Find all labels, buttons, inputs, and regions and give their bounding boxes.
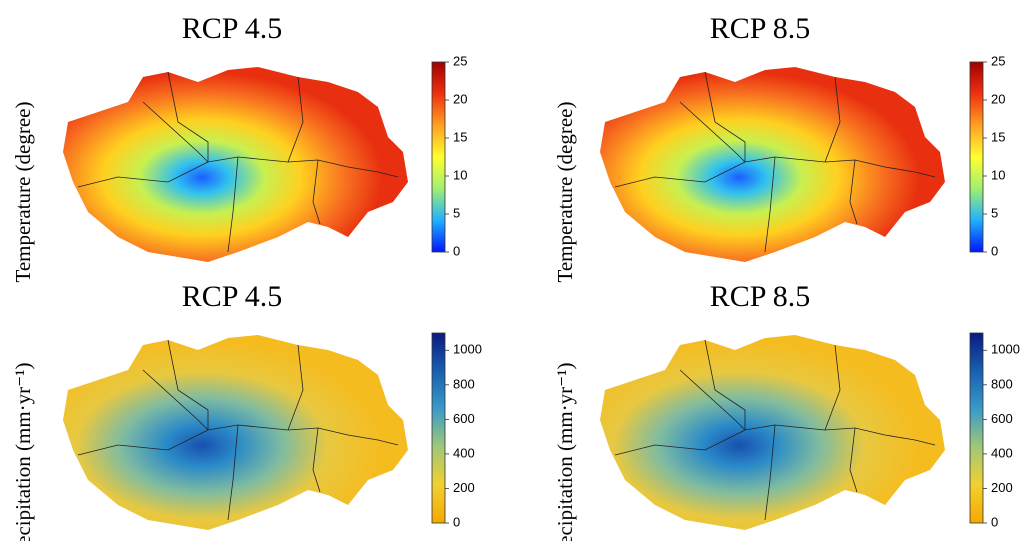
colorbar — [431, 61, 446, 253]
colorbar-tick-label: 0 — [991, 243, 998, 258]
colorbar-tick-label: 15 — [453, 129, 467, 144]
colorbar-tick-label: 800 — [453, 376, 475, 391]
y-axis-label: Precipitation (mm·yr⁻¹) — [11, 362, 35, 541]
colorbar-tick-label: 20 — [991, 91, 1005, 106]
colorbar-tick-label: 10 — [453, 167, 467, 182]
y-axis-label: Precipitation (mm·yr⁻¹) — [553, 362, 577, 541]
colorbar-tick-label: 25 — [991, 53, 1005, 68]
colorbar-tick-label: 200 — [991, 480, 1013, 495]
colorbar-tick-label: 400 — [453, 445, 475, 460]
colorbar-tick-label: 0 — [453, 243, 460, 258]
map — [600, 335, 945, 530]
colorbar-tick-label: 5 — [453, 205, 460, 220]
colorbar-tick-label: 20 — [453, 91, 467, 106]
maps — [63, 67, 945, 530]
panel-title: RCP 8.5 — [710, 280, 811, 313]
colorbar-tick-label: 0 — [453, 514, 460, 529]
panel-title: RCP 8.5 — [710, 12, 811, 45]
colorbar-tick-label: 1000 — [453, 342, 482, 357]
colorbar-tick-label: 10 — [991, 167, 1005, 182]
colorbar-tick-label: 1000 — [991, 342, 1020, 357]
colorbar-tick-label: 800 — [991, 376, 1013, 391]
y-axis-label: Temperature (degree) — [11, 102, 35, 283]
colorbar-tick-label: 200 — [453, 480, 475, 495]
y-axis-label: Temperature (degree) — [553, 102, 577, 283]
map — [600, 67, 945, 262]
map — [63, 335, 408, 530]
colorbar — [969, 332, 984, 524]
colorbar-tick-label: 25 — [453, 53, 467, 68]
colorbar-tick-label: 600 — [453, 411, 475, 426]
panel-title: RCP 4.5 — [182, 12, 283, 45]
colorbar — [969, 61, 984, 253]
colorbar-tick-label: 400 — [991, 445, 1013, 460]
colorbar-tick-label: 0 — [991, 514, 998, 529]
colorbar-tick-label: 600 — [991, 411, 1013, 426]
colorbar-tick-label: 5 — [991, 205, 998, 220]
panel-title: RCP 4.5 — [182, 280, 283, 313]
colorbar-tick-label: 15 — [991, 129, 1005, 144]
colorbar — [431, 332, 446, 524]
map — [63, 67, 408, 262]
